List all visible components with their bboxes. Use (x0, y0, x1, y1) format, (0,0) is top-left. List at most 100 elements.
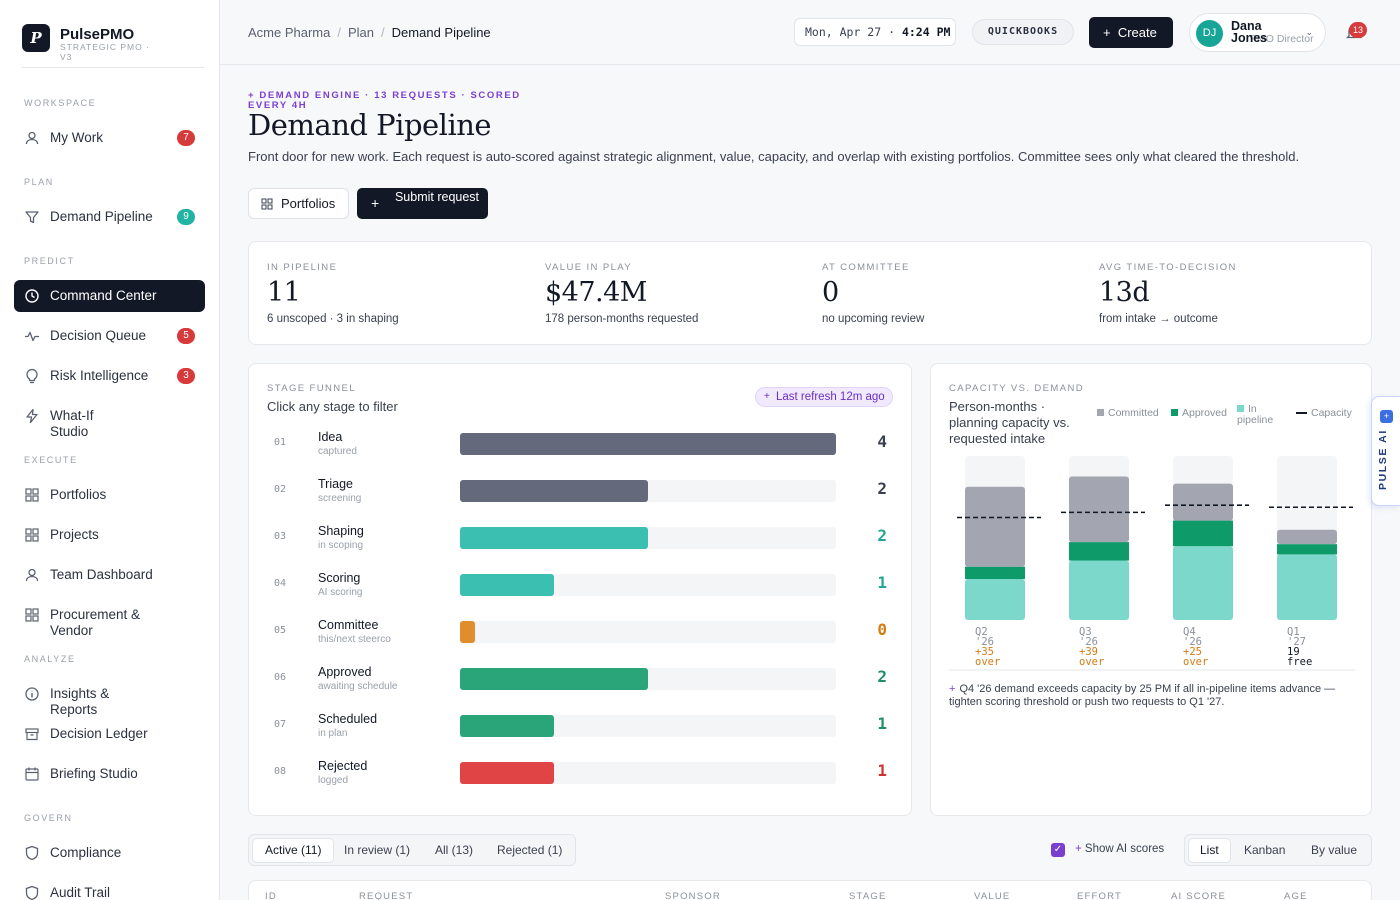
sidebar-item-compliance[interactable]: Compliance (14, 837, 205, 869)
breadcrumb-plan[interactable]: Plan (348, 25, 375, 40)
delta-word: over (975, 656, 1001, 668)
portfolios-button[interactable]: Portfolios (248, 188, 349, 219)
sparkle-icon: + (1075, 843, 1085, 855)
legend-label: Capacity (1311, 407, 1352, 419)
stage-subtext: in scoping (318, 540, 364, 551)
column-header-stage[interactable]: STAGE (849, 891, 887, 900)
stage-name: Shaping (318, 524, 364, 538)
column-header-sponsor[interactable]: SPONSOR (665, 891, 721, 900)
tab-all[interactable]: All (13) (435, 843, 474, 857)
show-ai-scores-label[interactable]: + Show AI scores (1075, 843, 1164, 855)
sidebar-item-risk-intelligence[interactable]: Risk Intelligence 3 (14, 360, 205, 392)
user-icon (25, 131, 39, 145)
stage-bar-track (460, 480, 836, 502)
funnel-stage-row[interactable]: 03 Shaping in scoping 2 (249, 516, 913, 563)
view-kanban[interactable]: Kanban (1244, 843, 1286, 857)
stage-name: Committee (318, 618, 379, 632)
sidebar-item-command-center[interactable]: Command Center (14, 280, 205, 312)
sidebar-item-audit-trail[interactable]: Audit Trail (14, 877, 205, 900)
view-switcher: List Kanban By value (1184, 834, 1372, 866)
sidebar-item-insights-reports[interactable]: Insights & Reports (14, 678, 205, 720)
page-description: Front door for new work. Each request is… (248, 149, 1300, 164)
last-refresh-pill: Last refresh 12m ago (755, 387, 893, 407)
sidebar-item-label: Team Dashboard (50, 567, 153, 582)
plus-icon: + (1380, 410, 1393, 423)
shield-icon (25, 885, 39, 900)
column-header-age[interactable]: AGE (1284, 891, 1308, 900)
sidebar-item-label: Projects (50, 527, 99, 542)
sidebar-item-my-work[interactable]: My Work 7 (14, 122, 205, 154)
stage-number: 03 (274, 531, 287, 542)
column-header-ai-score[interactable]: AI SCORE (1171, 891, 1226, 900)
stage-bar-track (460, 715, 836, 737)
sidebar-item-projects[interactable]: Projects (14, 519, 205, 551)
sidebar-item-portfolios[interactable]: Portfolios (14, 479, 205, 511)
stage-bar-fill (460, 433, 836, 455)
sidebar-item-decision-queue[interactable]: Decision Queue 5 (14, 320, 205, 352)
bar-segment-in-pipeline (1069, 560, 1129, 620)
delta-value: +35 (975, 646, 994, 658)
section-execute: EXECUTE (24, 455, 78, 465)
pulse-ai-tab[interactable]: + PULSE AI (1371, 396, 1400, 506)
breadcrumb-current: Demand Pipeline (391, 25, 491, 40)
grid-icon (25, 528, 39, 542)
notification-badge: 13 (1349, 22, 1367, 38)
stage-bar-fill (460, 621, 475, 643)
show-ai-text: Show AI scores (1084, 843, 1165, 855)
user-name: Dana Jones (1231, 19, 1268, 45)
legend-committed: Committed (1097, 408, 1159, 419)
create-button[interactable]: + Create (1089, 17, 1173, 48)
kpi-summary-card: IN PIPELINE 11 6 unscoped · 3 in shaping… (248, 241, 1372, 345)
funnel-stage-row[interactable]: 06 Approved awaiting schedule 2 (249, 657, 913, 704)
funnel-stage-row[interactable]: 01 Idea captured 4 (249, 422, 913, 469)
column-header-request[interactable]: REQUEST (359, 891, 414, 900)
bar-segment-committed (965, 486, 1025, 567)
column-header-effort[interactable]: EFFORT (1077, 891, 1123, 900)
legend-swatch (1296, 412, 1307, 415)
user-menu[interactable]: DJ PMO Director Dana Jones ⌄ (1189, 13, 1326, 52)
plus-icon: + (371, 195, 380, 211)
funnel-stage-row[interactable]: 08 Rejected logged 1 (249, 751, 913, 798)
tab-in-review[interactable]: In review (1) (344, 843, 411, 857)
sidebar-item-procurement-vendor[interactable]: Procurement & Vendor (14, 599, 205, 641)
bolt-icon (26, 408, 38, 424)
view-by-value[interactable]: By value (1311, 843, 1358, 857)
tab-active[interactable]: Active (11) (252, 838, 335, 863)
column-header-value[interactable]: VALUE (974, 891, 1011, 900)
stage-bar-track (460, 668, 836, 690)
delta-value: +25 (1183, 646, 1202, 658)
funnel-stage-row[interactable]: 02 Triage screening 2 (249, 469, 913, 516)
funnel-stage-row[interactable]: 05 Committee this/next steerco 0 (249, 610, 913, 657)
clock-icon (25, 289, 39, 303)
sidebar-item-decision-ledger[interactable]: Decision Ledger (14, 718, 205, 750)
sidebar-item-label: Portfolios (50, 487, 107, 502)
sidebar-item-label: Decision Queue (50, 328, 147, 343)
funnel-stage-row[interactable]: 04 Scoring AI scoring 1 (249, 563, 913, 610)
view-list[interactable]: List (1188, 838, 1231, 863)
stage-bar-fill (460, 668, 648, 690)
stage-subtext: captured (318, 446, 357, 457)
quickbooks-integration-pill[interactable]: QUICKBOOKS (972, 19, 1074, 45)
sidebar-item-what-if-studio[interactable]: What-If Studio (14, 400, 205, 442)
chevron-down-icon: ⌄ (1305, 27, 1313, 37)
sidebar-item-team-dashboard[interactable]: Team Dashboard (14, 559, 205, 591)
column-header-id[interactable]: ID (265, 891, 277, 900)
count-badge: 5 (177, 328, 195, 344)
quarter-label: Q1 '27 (1287, 626, 1306, 648)
funnel-stage-row[interactable]: 07 Scheduled in plan 1 (249, 704, 913, 751)
lightbulb-icon (26, 368, 38, 384)
brand-subtitle: STRATEGIC PMO · V3 (60, 42, 150, 62)
funnel-subtitle: Click any stage to filter (267, 399, 398, 414)
tab-rejected[interactable]: Rejected (1) (497, 843, 563, 857)
section-predict: PREDICT (24, 256, 75, 266)
sidebar-item-label: Procurement & Vendor (50, 607, 141, 638)
show-ai-scores-checkbox[interactable]: ✓ (1051, 843, 1065, 857)
stage-number: 06 (274, 672, 287, 683)
sidebar-item-demand-pipeline[interactable]: Demand Pipeline 9 (14, 201, 205, 233)
breadcrumb-org[interactable]: Acme Pharma (248, 25, 331, 40)
stage-name: Triage (318, 477, 353, 491)
submit-request-button[interactable]: + Submit request (357, 188, 488, 219)
stage-name: Scoring (318, 571, 361, 585)
insight-text: Q4 '26 demand exceeds capacity by 25 PM … (949, 683, 1336, 708)
sidebar-item-briefing-studio[interactable]: Briefing Studio (14, 758, 205, 790)
